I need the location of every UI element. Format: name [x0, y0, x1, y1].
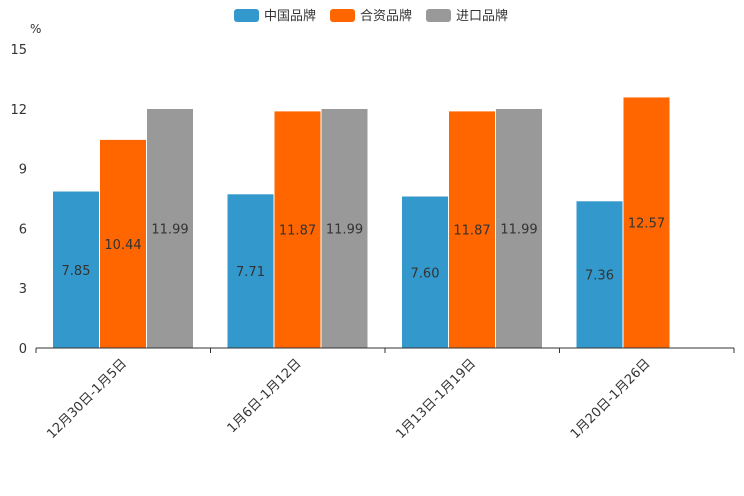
data-label-2-3: 11.87 [453, 224, 490, 239]
data-label-1-4: 7.36 [585, 269, 614, 284]
bar-3-2[interactable] [321, 108, 368, 349]
x-category-label-2: 1月6日-1月12日 [225, 356, 305, 436]
data-label-1-3: 7.60 [411, 266, 440, 281]
bar-2-3[interactable] [449, 111, 495, 349]
y-tick-label-3: 3 [19, 282, 27, 297]
bars-group: 7.85 7.71 7.60 7.36 10.44 11.87 11.87 12.57 11.9… [53, 97, 670, 349]
bar-2-4[interactable] [623, 97, 670, 348]
data-label-2-2: 11.87 [279, 224, 316, 239]
data-label-3-2: 11.99 [326, 222, 363, 237]
bar-3-1[interactable] [147, 108, 193, 349]
data-label-2-4: 12.57 [628, 217, 665, 232]
y-tick-label-15: 15 [10, 43, 27, 58]
bar-1-1[interactable] [53, 191, 99, 348]
data-label-3-1: 11.99 [151, 222, 188, 237]
legend: 中国品牌 合资品牌 进口品牌 [234, 8, 508, 24]
x-category-label-3: 1月13日-1月19日 [393, 356, 479, 442]
legend-label-1[interactable]: 中国品牌 [264, 8, 316, 24]
bar-2-2[interactable] [274, 111, 321, 349]
data-label-2-1: 10.44 [104, 238, 141, 253]
bar-1-2[interactable] [227, 194, 274, 348]
data-label-1-1: 7.85 [62, 264, 91, 279]
bar-1-4[interactable] [576, 201, 623, 348]
bar-1-3[interactable] [402, 196, 448, 348]
bar-2-1[interactable] [100, 139, 146, 348]
legend-swatch-2[interactable] [330, 9, 355, 22]
y-tick-label-0: 0 [19, 342, 27, 357]
x-axis: 12月30日-1月5日 1月6日-1月12日 1月13日-1月19日 1月20日-1月… [35, 347, 735, 442]
y-axis: 0 3 6 9 12 15 [10, 43, 27, 357]
x-category-label-1: 12月30日-1月5日 [44, 356, 130, 442]
x-category-label-4: 1月20日-1月26日 [568, 356, 654, 442]
y-axis-unit-label: % [30, 22, 41, 36]
data-label-3-3: 11.99 [500, 222, 537, 237]
bar-3-3[interactable] [496, 108, 542, 349]
y-tick-label-9: 9 [19, 163, 27, 178]
legend-swatch-1[interactable] [234, 9, 259, 22]
legend-label-3[interactable]: 进口品牌 [456, 8, 508, 24]
legend-label-2[interactable]: 合资品牌 [360, 8, 412, 24]
y-tick-label-6: 6 [19, 222, 27, 237]
data-label-1-2: 7.71 [236, 265, 265, 280]
y-tick-label-12: 12 [10, 103, 27, 118]
legend-swatch-3[interactable] [426, 9, 451, 22]
